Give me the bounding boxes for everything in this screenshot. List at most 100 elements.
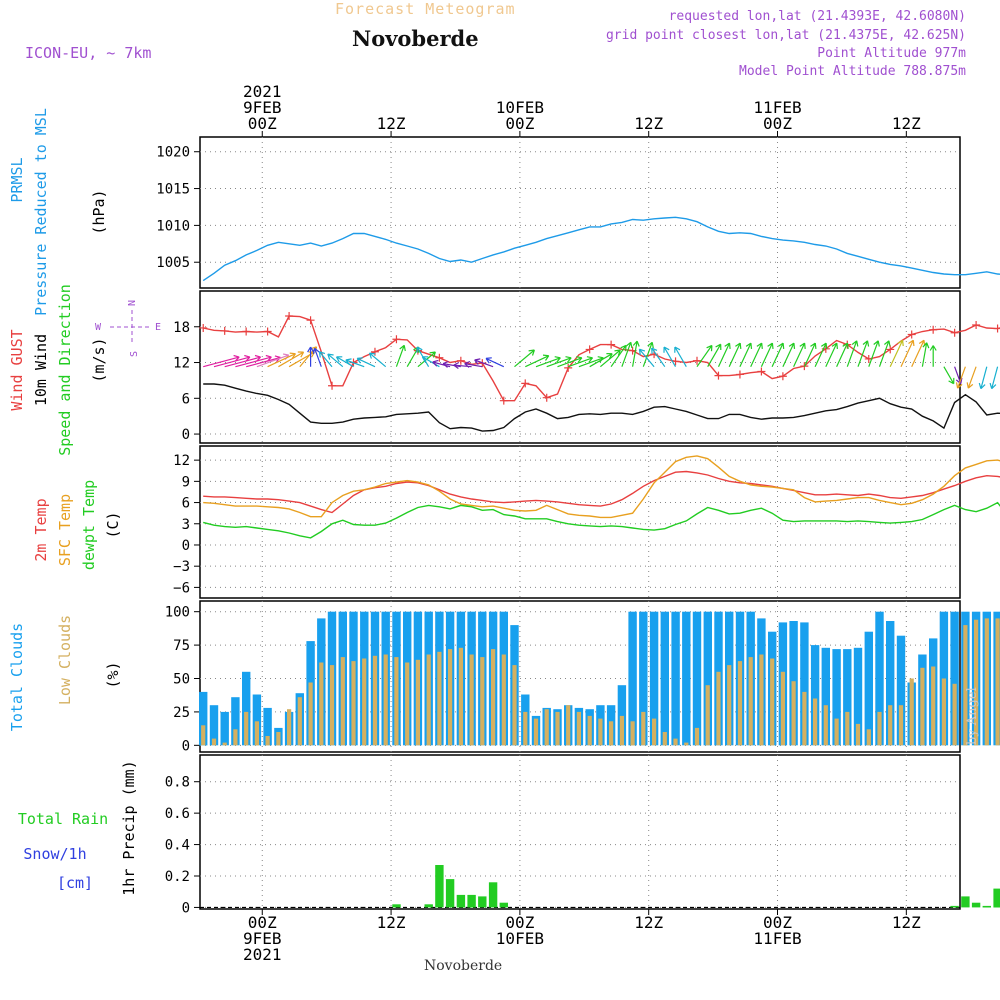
rain-bar: [993, 888, 1000, 908]
wind-direction-arrow: [978, 366, 988, 390]
wind-ytick-label: 6: [182, 391, 190, 407]
wind-direction-arrow: [318, 351, 333, 368]
total-clouds-bar: [821, 647, 830, 746]
wind-gust-marker: [607, 340, 616, 349]
total-clouds-bar: [843, 649, 852, 746]
wind-direction-arrow: [857, 340, 870, 367]
clouds-ytick-label: 25: [173, 705, 190, 721]
low-clouds-bar: [963, 625, 968, 746]
low-clouds-bar: [802, 691, 807, 746]
wind-direction-arrow: [739, 342, 753, 367]
total-clouds-bar: [896, 635, 906, 746]
low-clouds-bar: [995, 618, 1000, 746]
compass-w: W: [95, 322, 102, 333]
total-clouds-bar: [209, 705, 219, 746]
point-altitude: Point Altitude 977m: [817, 46, 966, 61]
wind-gust-marker: [735, 370, 744, 379]
wind-direction-arrow: [638, 348, 655, 368]
top-time-label: 10FEB: [496, 98, 544, 117]
wind-ytick-label: 0: [182, 427, 190, 443]
wind-gust-marker: [886, 345, 895, 354]
pressure-frame: [199, 136, 961, 289]
low-clouds-bar: [555, 711, 560, 746]
temp-series-sfc-temp: [203, 455, 1000, 519]
total-clouds-bar: [242, 671, 251, 746]
total-clouds-bar: [703, 611, 712, 746]
wind-direction-arrow: [674, 346, 687, 368]
wind-gust-marker: [521, 379, 530, 388]
low-clouds-bar: [480, 657, 485, 746]
wind-direction-arrow: [485, 357, 505, 368]
wind-gust-marker: [585, 345, 594, 354]
low-clouds-bar: [405, 662, 410, 746]
low-clouds-bar: [329, 665, 335, 746]
total-clouds-bar: [886, 621, 895, 746]
low-clouds-bar: [394, 657, 399, 746]
low-clouds-bar: [823, 705, 828, 746]
rain-bar: [950, 905, 959, 908]
low-clouds-bar: [877, 711, 882, 746]
chart-title: Novoberde: [352, 26, 479, 51]
precip-label-rain: Total Rain: [18, 810, 108, 828]
low-clouds-bar: [855, 723, 861, 746]
precip-label-snow: Snow/1h: [23, 845, 86, 863]
top-time-label: 12Z: [892, 114, 921, 133]
footer-location: Novoberde: [424, 958, 503, 974]
wind-direction-arrow: [335, 356, 354, 368]
chart-subtitle: Forecast Meteogram: [335, 0, 516, 18]
wind-direction-arrow: [929, 345, 937, 367]
top-time-label: 00Z: [763, 114, 792, 133]
temp-ytick-label: 6: [182, 496, 190, 512]
wind-unit: (m/s): [90, 337, 108, 382]
wind-gust-marker: [907, 330, 916, 339]
temp-ytick-label: 3: [182, 517, 190, 533]
low-clouds-bar: [233, 729, 238, 746]
precip-ylabel: 1hr Precip (mm): [120, 760, 138, 895]
wind-direction-arrow: [421, 356, 440, 368]
model-point-altitude: Model Point Altitude 788.875m: [739, 64, 966, 79]
compass-n: N: [127, 300, 138, 306]
rain-bar: [467, 894, 476, 908]
total-clouds-bar: [682, 611, 691, 746]
low-clouds-bar: [619, 715, 624, 746]
wind-direction-arrow: [278, 351, 305, 368]
wind-ylabel-gust: Wind GUST: [8, 329, 26, 410]
rain-bar: [478, 896, 487, 908]
bottom-time-label: 00Z: [505, 913, 534, 932]
wind-series-wind-gust: [203, 315, 1000, 402]
temp-ylabel-dewpt: dewpt Temp: [80, 480, 98, 570]
wind-direction-arrow: [307, 346, 315, 367]
temp-series-dewpt-temp: [203, 501, 1000, 539]
clouds-ylabel-total: Total Clouds: [8, 623, 26, 731]
temp-ytick-label: 12: [173, 453, 190, 469]
low-clouds-bar: [351, 661, 356, 746]
wind-frame: [199, 290, 961, 444]
low-clouds-bar: [308, 682, 313, 746]
wind-direction-arrow: [395, 344, 406, 367]
total-clouds-bar: [853, 647, 863, 746]
rain-bar: [392, 904, 401, 908]
wind-gust-marker: [972, 320, 981, 329]
wind-gust-marker: [564, 363, 573, 372]
wind-direction-arrow: [989, 366, 999, 390]
total-clouds-bar: [639, 611, 648, 746]
low-clouds-bar: [383, 654, 388, 746]
top-time-label: 00Z: [248, 114, 277, 133]
low-clouds-bar: [587, 715, 592, 746]
rain-bar: [961, 896, 970, 908]
rain-bar: [424, 904, 433, 908]
top-time-label: 11FEB: [753, 98, 801, 117]
wind-gust-marker: [220, 326, 229, 335]
wind-direction-arrow: [442, 360, 461, 368]
low-clouds-bar: [652, 718, 657, 746]
wind-gust-marker: [693, 356, 702, 365]
low-clouds-bar: [834, 718, 839, 746]
precip-frame: [199, 754, 961, 910]
low-clouds-bar: [941, 678, 946, 746]
low-clouds-bar: [222, 742, 227, 746]
precip-ytick-label: 0.6: [165, 806, 190, 822]
low-clouds-bar: [748, 657, 753, 746]
wind-direction-arrow: [750, 342, 763, 367]
total-clouds-bar: [692, 611, 702, 746]
clouds-ytick-label: 50: [173, 672, 190, 688]
